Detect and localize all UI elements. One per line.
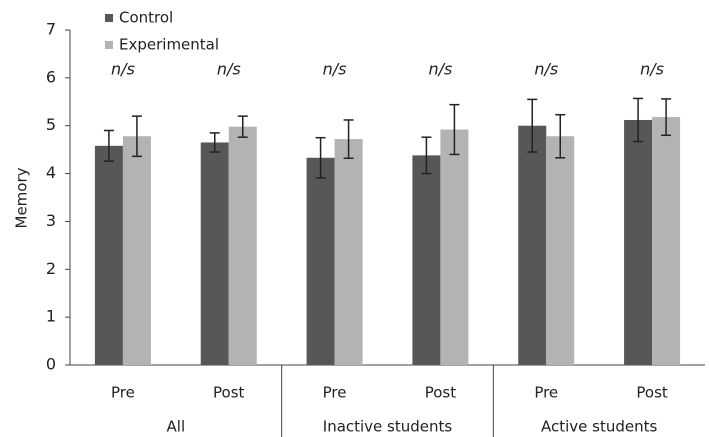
x-tick-label: Pre	[323, 384, 347, 402]
annotation: n/s	[428, 60, 452, 79]
error-bar	[633, 97, 644, 143]
x-tick-label: Post	[636, 384, 668, 402]
error-bar	[343, 119, 354, 160]
legend-label: Experimental	[119, 36, 219, 54]
error-bar	[661, 98, 672, 137]
y-tick-label: 4	[46, 163, 56, 182]
group-label: Inactive students	[323, 418, 453, 436]
x-tick-label: Post	[425, 384, 457, 402]
bar	[200, 142, 229, 365]
bar	[412, 155, 441, 365]
annotation: n/s	[217, 60, 241, 79]
legend-swatch	[105, 14, 113, 22]
error-bar	[555, 113, 566, 159]
x-tick-label: Pre	[534, 384, 558, 402]
error-bar	[209, 132, 220, 153]
y-tick-label: 2	[46, 259, 56, 278]
bar	[546, 136, 575, 365]
y-axis-label: Memory	[13, 167, 31, 228]
y-tick-label: 6	[46, 67, 56, 86]
bar	[306, 157, 335, 365]
bar	[652, 117, 681, 365]
error-bar	[421, 136, 432, 175]
y-tick-label: 5	[46, 115, 56, 134]
bar	[440, 129, 469, 365]
error-bar	[103, 129, 114, 162]
bar	[624, 119, 653, 365]
error-bar	[131, 115, 142, 158]
bar	[94, 145, 123, 365]
bar	[518, 125, 547, 365]
y-tick-label: 0	[46, 355, 56, 374]
legend-label: Control	[119, 9, 173, 27]
group-label: All	[167, 418, 186, 436]
y-tick-label: 3	[46, 211, 56, 230]
bar	[334, 139, 363, 365]
x-tick-label: Pre	[111, 384, 135, 402]
y-tick-label: 7	[46, 20, 56, 39]
x-tick-label: Post	[213, 384, 245, 402]
annotation: n/s	[640, 60, 664, 79]
group-label: Active students	[541, 418, 658, 436]
legend-swatch	[105, 41, 113, 49]
bar	[228, 126, 257, 366]
error-bar	[449, 103, 460, 156]
error-bar	[237, 115, 248, 138]
bar	[122, 136, 151, 365]
y-tick-label: 1	[46, 307, 56, 326]
annotation: n/s	[323, 60, 347, 79]
annotation: n/s	[534, 60, 558, 79]
error-bar	[315, 136, 326, 179]
annotation: n/s	[111, 60, 135, 79]
error-bar	[527, 98, 538, 153]
